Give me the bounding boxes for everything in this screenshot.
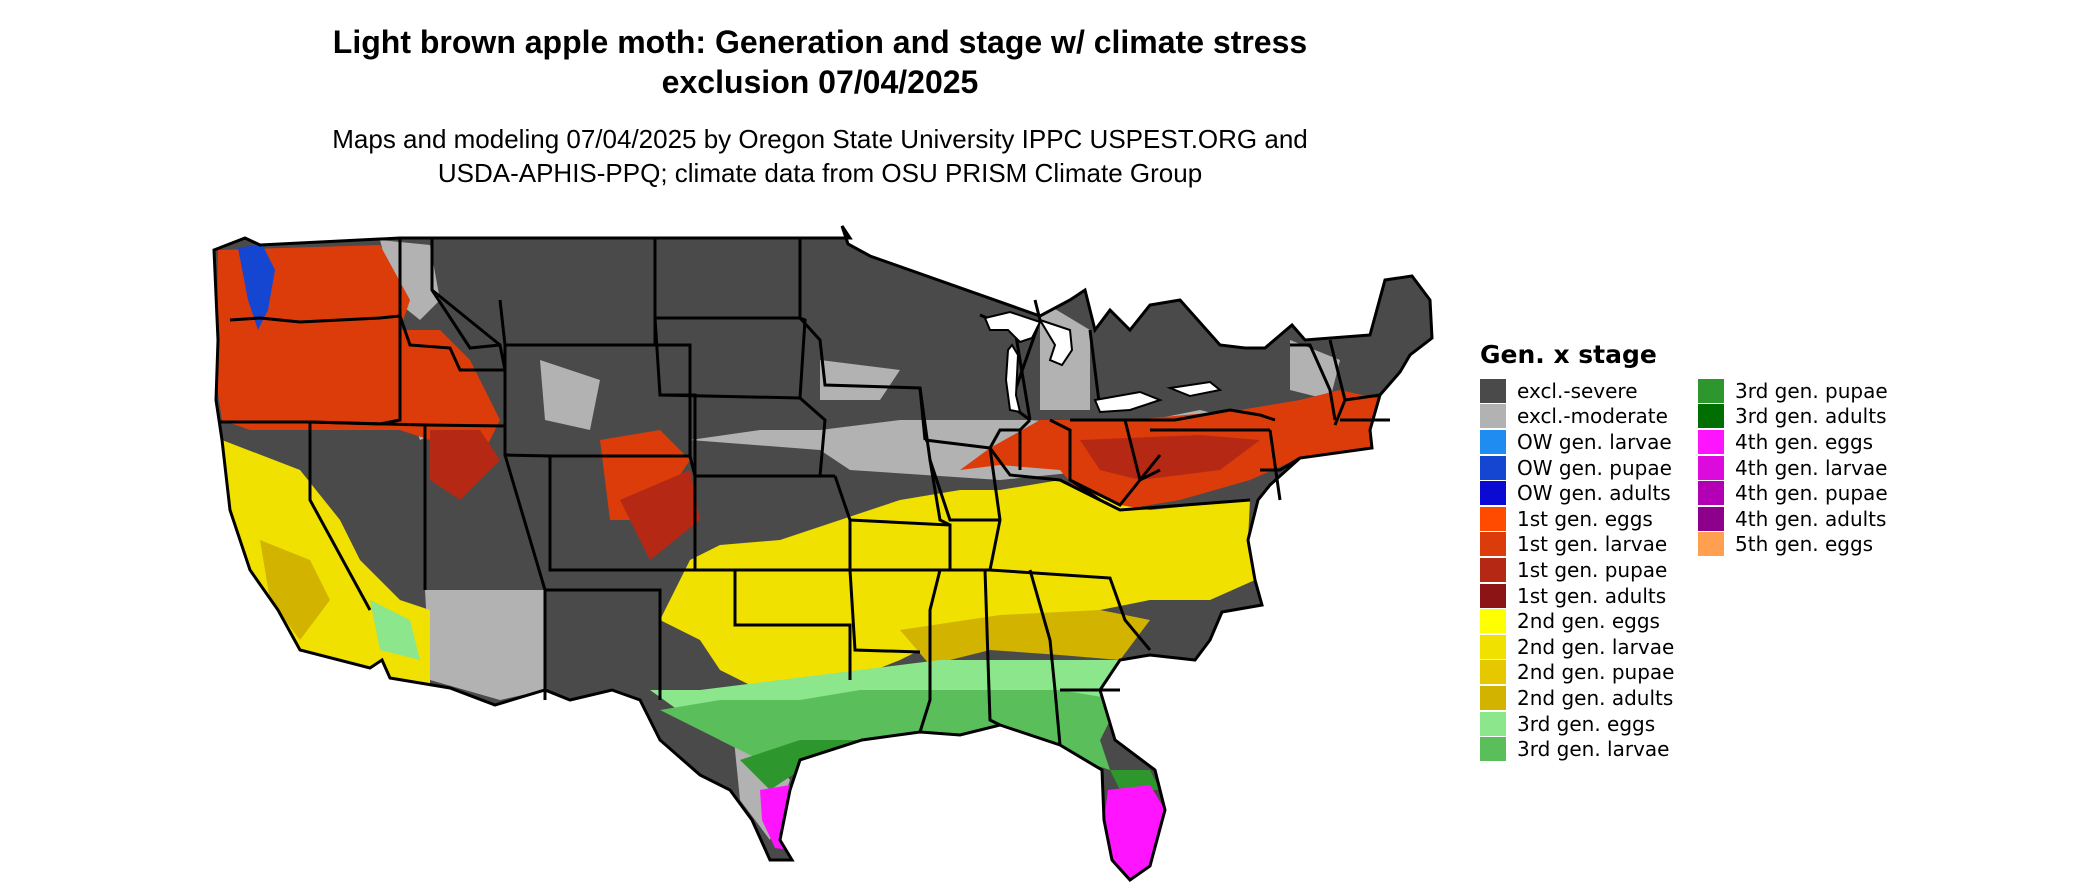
- legend-swatch: [1698, 429, 1724, 454]
- legend-item: 3rd gen. eggs: [1480, 711, 1674, 737]
- legend-swatch: [1698, 455, 1724, 480]
- legend-item: 4th gen. larvae: [1698, 455, 1888, 481]
- legend-swatch: [1480, 481, 1506, 506]
- legend-label: 2nd gen. pupae: [1517, 660, 1675, 685]
- legend-label: 1st gen. pupae: [1517, 557, 1668, 582]
- legend-swatch: [1480, 583, 1506, 608]
- legend-label: 3rd gen. larvae: [1517, 737, 1670, 762]
- subtitle-line-1: Maps and modeling 07/04/2025 by Oregon S…: [332, 124, 1308, 154]
- legend-swatch: [1698, 378, 1724, 403]
- legend-label: OW gen. adults: [1517, 481, 1671, 506]
- legend-label: 5th gen. eggs: [1735, 532, 1874, 557]
- legend-swatch: [1698, 532, 1724, 557]
- state-borders: [212, 224, 1434, 882]
- legend-label: excl.-moderate: [1517, 404, 1668, 429]
- legend-column-1: excl.-severe excl.-moderate OW gen. larvae…: [1480, 378, 1674, 762]
- legend-item: 4th gen. pupae: [1698, 480, 1888, 506]
- legend-item: 1st gen. pupae: [1480, 557, 1674, 583]
- legend-item: OW gen. adults: [1480, 480, 1674, 506]
- legend-label: 4th gen. adults: [1735, 506, 1887, 531]
- legend-item: OW gen. pupae: [1480, 455, 1674, 481]
- legend-swatch: [1480, 378, 1506, 403]
- legend-swatch: [1698, 481, 1724, 506]
- zone-2nd-gen-adults: [260, 540, 1150, 665]
- legend-item: excl.-severe: [1480, 378, 1674, 404]
- great-lakes: [983, 310, 1223, 414]
- legend-item: 1st gen. larvae: [1480, 532, 1674, 558]
- legend-label: 1st gen. larvae: [1517, 532, 1668, 557]
- legend-swatch: [1480, 429, 1506, 454]
- title-line-1: Light brown apple moth: Generation and s…: [332, 24, 1308, 60]
- zone-4th-gen-eggs: [760, 785, 1165, 880]
- legend-swatch: [1480, 404, 1506, 429]
- legend-swatch: [1480, 506, 1506, 531]
- legend-label: 1st gen. adults: [1517, 583, 1667, 608]
- legend-swatch: [1480, 685, 1506, 710]
- title-line-2: exclusion 07/04/2025: [661, 64, 979, 100]
- legend-item: excl.-moderate: [1480, 404, 1674, 430]
- zone-1st-gen-pupae: [430, 430, 1260, 560]
- legend-label: 2nd gen. adults: [1517, 685, 1674, 710]
- legend-item: 4th gen. adults: [1698, 506, 1888, 532]
- legend-item: 1st gen. adults: [1480, 583, 1674, 609]
- legend-swatch: [1480, 532, 1506, 557]
- legend-item: 3rd gen. pupae: [1698, 378, 1888, 404]
- legend-item: 5th gen. eggs: [1698, 532, 1888, 558]
- legend-label: 2nd gen. eggs: [1517, 609, 1660, 634]
- map-title: Light brown apple moth: Generation and s…: [220, 22, 1420, 102]
- legend-label: OW gen. larvae: [1517, 429, 1672, 454]
- subtitle-line-2: USDA-APHIS-PPQ; climate data from OSU PR…: [437, 158, 1203, 188]
- legend-item: 3rd gen. larvae: [1480, 736, 1674, 762]
- legend-swatch: [1698, 506, 1724, 531]
- map-subtitle: Maps and modeling 07/04/2025 by Oregon S…: [220, 122, 1420, 190]
- legend-label: excl.-severe: [1517, 378, 1638, 403]
- legend-label: 4th gen. pupae: [1735, 481, 1888, 506]
- legend-item: 3rd gen. adults: [1698, 404, 1888, 430]
- legend-label: 2nd gen. larvae: [1517, 634, 1675, 659]
- legend-column-2: 3rd gen. pupae 3rd gen. adults 4th gen. eg…: [1698, 378, 1888, 557]
- legend-item: 2nd gen. eggs: [1480, 608, 1674, 634]
- legend-item: 1st gen. eggs: [1480, 506, 1674, 532]
- legend-label: 1st gen. eggs: [1517, 506, 1653, 531]
- legend-item: 2nd gen. larvae: [1480, 634, 1674, 660]
- legend-item: 2nd gen. adults: [1480, 685, 1674, 711]
- legend-swatch: [1698, 404, 1724, 429]
- legend-item: 4th gen. eggs: [1698, 429, 1888, 455]
- legend-label: 3rd gen. adults: [1735, 404, 1887, 429]
- legend-swatch: [1480, 660, 1506, 685]
- legend-label: OW gen. pupae: [1517, 455, 1672, 480]
- legend-label: 4th gen. eggs: [1735, 429, 1874, 454]
- legend-label: 3rd gen. eggs: [1517, 711, 1656, 736]
- zone-ow-gen-pupae: [238, 244, 275, 330]
- legend-swatch: [1480, 609, 1506, 634]
- legend-label: 4th gen. larvae: [1735, 455, 1888, 480]
- legend-swatch: [1480, 557, 1506, 582]
- legend-item: 2nd gen. pupae: [1480, 660, 1674, 686]
- legend-swatch: [1480, 455, 1506, 480]
- legend-title: Gen. x stage: [1480, 340, 1657, 369]
- legend-swatch: [1480, 737, 1506, 762]
- legend-swatch: [1480, 634, 1506, 659]
- legend-item: OW gen. larvae: [1480, 429, 1674, 455]
- legend-swatch: [1480, 711, 1506, 736]
- legend-label: 3rd gen. pupae: [1735, 378, 1888, 403]
